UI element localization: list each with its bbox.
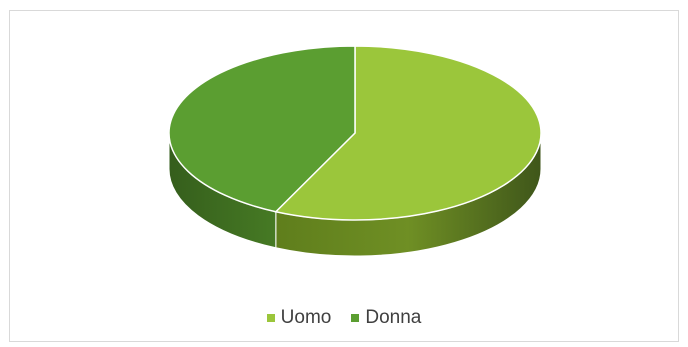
legend-swatch-donna	[351, 314, 360, 322]
pie-slices	[168, 45, 542, 257]
pie-slice-donna	[168, 45, 356, 213]
legend-swatch-uomo	[266, 314, 275, 322]
legend-item-donna: Donna	[351, 307, 421, 329]
legend-label-uomo: Uomo	[280, 307, 332, 328]
pie-chart	[168, 45, 542, 257]
chart-area: Uomo Donna	[9, 10, 679, 342]
legend-label-donna: Donna	[365, 307, 422, 328]
legend-item-uomo: Uomo	[266, 307, 332, 329]
pie-slice-uomo	[274, 45, 542, 221]
legend: Uomo Donna	[10, 307, 678, 329]
